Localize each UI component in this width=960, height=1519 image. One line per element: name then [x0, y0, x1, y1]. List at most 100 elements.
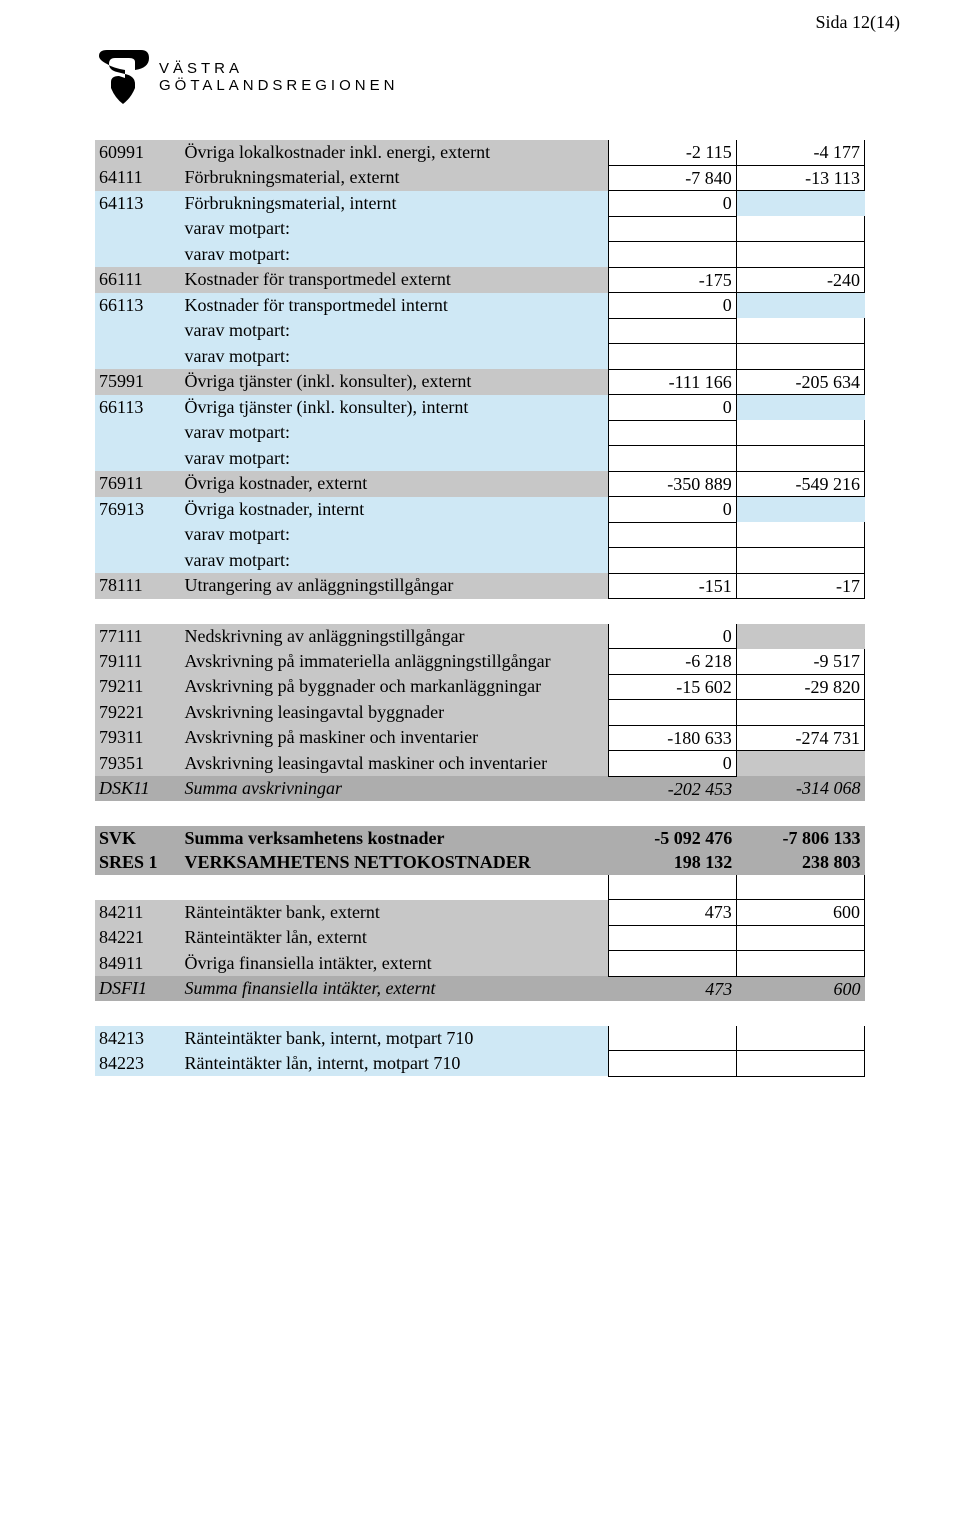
code-cell: 64111 [95, 165, 181, 191]
spacer-cell [181, 1001, 609, 1026]
value2-cell [736, 395, 864, 421]
code-cell: 64113 [95, 191, 181, 217]
code-cell: DSFI1 [95, 976, 181, 1001]
label-cell: Avskrivning leasingavtal byggnader [181, 700, 609, 726]
value2-cell [736, 497, 864, 523]
value1-cell [608, 446, 736, 472]
table-row: 84223Ränteintäkter lån, internt, motpart… [95, 1051, 865, 1077]
code-cell [95, 420, 181, 446]
label-cell: Övriga tjänster (inkl. konsulter), inter… [181, 395, 609, 421]
value1-cell: -111 166 [608, 369, 736, 395]
value2-cell [736, 925, 864, 951]
value1-cell [608, 318, 736, 344]
code-cell [95, 344, 181, 370]
value2-cell [736, 951, 864, 977]
spacer-cell [608, 875, 736, 900]
label-cell: varav motpart: [181, 344, 609, 370]
table-row: DSFI1Summa finansiella intäkter, externt… [95, 976, 865, 1001]
code-cell: 75991 [95, 369, 181, 395]
table-row: 66113Övriga tjänster (inkl. konsulter), … [95, 395, 865, 421]
table-row: varav motpart: [95, 242, 865, 268]
table-row: 84211Ränteintäkter bank, externt473600 [95, 900, 865, 926]
code-cell: 79111 [95, 649, 181, 675]
label-cell: varav motpart: [181, 318, 609, 344]
logo-line1: VÄSTRA [159, 60, 398, 77]
table-row: 64113Förbrukningsmaterial, internt0 [95, 191, 865, 217]
label-cell: Summa finansiella intäkter, externt [181, 976, 609, 1001]
label-cell: Övriga kostnader, internt [181, 497, 609, 523]
value1-cell: -202 453 [608, 776, 736, 801]
value1-cell [608, 420, 736, 446]
value2-cell [736, 216, 864, 242]
label-cell: Övriga kostnader, externt [181, 471, 609, 497]
value1-cell: -2 115 [608, 140, 736, 165]
spacer-cell [736, 875, 864, 900]
table-row: 79111Avskrivning på immateriella anläggn… [95, 649, 865, 675]
code-cell: DSK11 [95, 776, 181, 801]
label-cell: varav motpart: [181, 420, 609, 446]
spacer-cell [181, 875, 609, 900]
table-row: 76911Övriga kostnader, externt-350 889-5… [95, 471, 865, 497]
value1-cell: 473 [608, 900, 736, 926]
value2-cell [736, 1026, 864, 1051]
page-number: Sida 12(14) [816, 12, 901, 33]
code-cell: 79351 [95, 751, 181, 777]
table-row: varav motpart: [95, 446, 865, 472]
spacer-cell [95, 801, 181, 826]
value2-cell: 600 [736, 976, 864, 1001]
label-cell: Förbrukningsmaterial, externt [181, 165, 609, 191]
value2-cell: -7 806 133 [736, 826, 864, 851]
value1-cell: 0 [608, 191, 736, 217]
code-cell: 66113 [95, 293, 181, 319]
label-cell: Övriga lokalkostnader inkl. energi, exte… [181, 140, 609, 165]
table-row: 79211Avskrivning på byggnader och markan… [95, 674, 865, 700]
code-cell [95, 216, 181, 242]
label-cell: Summa verksamhetens kostnader [181, 826, 609, 851]
code-cell: 84211 [95, 900, 181, 926]
label-cell: Övriga finansiella intäkter, externt [181, 951, 609, 977]
table-row: varav motpart: [95, 522, 865, 548]
code-cell: 76911 [95, 471, 181, 497]
value1-cell: -6 218 [608, 649, 736, 675]
code-cell [95, 522, 181, 548]
value2-cell [736, 344, 864, 370]
value2-cell [736, 191, 864, 217]
table-row: 78111Utrangering av anläggningstillgånga… [95, 573, 865, 599]
code-cell: 79221 [95, 700, 181, 726]
logo-line2: GÖTALANDSREGIONEN [159, 77, 398, 94]
table-row: 76913Övriga kostnader, internt0 [95, 497, 865, 523]
table-row: varav motpart: [95, 344, 865, 370]
spacer-cell [736, 801, 864, 826]
table-row: varav motpart: [95, 420, 865, 446]
value1-cell: 198 132 [608, 850, 736, 875]
label-cell: VERKSAMHETENS NETTOKOSTNADER [181, 850, 609, 875]
code-cell [95, 318, 181, 344]
value2-cell: -274 731 [736, 725, 864, 751]
value2-cell: -9 517 [736, 649, 864, 675]
code-cell [95, 548, 181, 574]
table-row: SVKSumma verksamhetens kostnader-5 092 4… [95, 826, 865, 851]
table-row [95, 599, 865, 624]
label-cell: Avskrivning på byggnader och markanläggn… [181, 674, 609, 700]
table-row: 64111Förbrukningsmaterial, externt-7 840… [95, 165, 865, 191]
table-row: 84221Ränteintäkter lån, externt [95, 925, 865, 951]
label-cell: Ränteintäkter lån, internt, motpart 710 [181, 1051, 609, 1077]
table-row: 79221Avskrivning leasingavtal byggnader [95, 700, 865, 726]
spacer-cell [608, 599, 736, 624]
label-cell: varav motpart: [181, 446, 609, 472]
spacer-cell [181, 801, 609, 826]
value2-cell [736, 293, 864, 319]
table-row: 77111Nedskrivning av anläggningstillgång… [95, 624, 865, 649]
spacer-cell [736, 599, 864, 624]
value2-cell: -314 068 [736, 776, 864, 801]
value1-cell [608, 522, 736, 548]
spacer-cell [736, 1001, 864, 1026]
value1-cell [608, 548, 736, 574]
code-cell: 77111 [95, 624, 181, 649]
value1-cell: -350 889 [608, 471, 736, 497]
value2-cell [736, 700, 864, 726]
value1-cell [608, 344, 736, 370]
label-cell: Summa avskrivningar [181, 776, 609, 801]
code-cell [95, 446, 181, 472]
code-cell [95, 242, 181, 268]
